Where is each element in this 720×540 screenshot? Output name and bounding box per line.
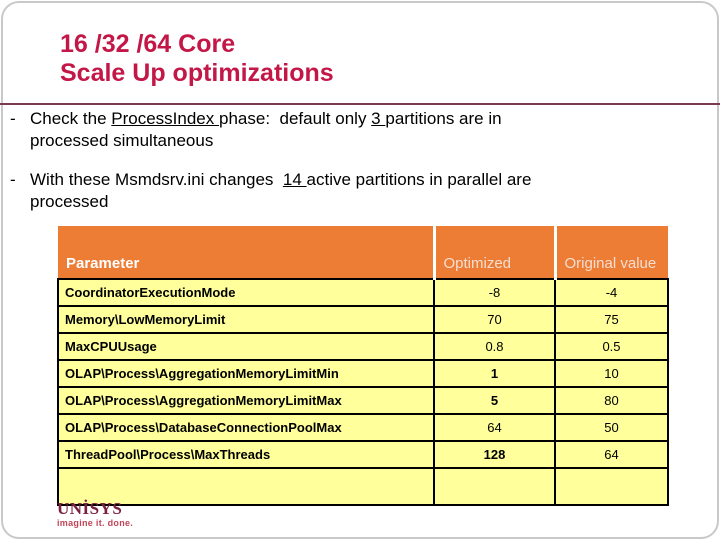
optimized-value-cell: 70 (433, 305, 556, 334)
optimized-value-cell: 1 (433, 359, 556, 388)
table-header-row: Parameter Optimized Original value (58, 226, 668, 280)
parameter-cell (57, 467, 435, 506)
table-row: OLAP\Process\AggregationMemoryLimitMin 1 1… (57, 359, 669, 388)
parameters-table: Parameter Optimized Original value Coord… (57, 226, 669, 506)
bullet-text-line: processed simultaneous (30, 130, 502, 152)
bullet-item: - With these Msmdsrv.ini changes 14 activ… (10, 169, 650, 213)
original-value-cell: 10 (554, 359, 669, 388)
underlined-text: ProcessIndex (111, 109, 219, 128)
plain-text: processed simultaneous (30, 131, 214, 150)
parameter-cell: ThreadPool\Process\MaxThreads (57, 440, 435, 469)
table-row: Memory\LowMemoryLimit 70 75 (57, 305, 669, 334)
optimized-value-cell: 128 (433, 440, 556, 469)
underlined-text: 14 (282, 170, 307, 189)
parameter-cell: OLAP\Process\DatabaseConnectionPoolMax (57, 413, 435, 442)
plain-text: phase: default only (219, 109, 372, 128)
unisys-tagline: imagine it. done. (57, 518, 134, 528)
slide-title-line1: 16 /32 /64 Core (60, 30, 236, 58)
original-value-cell: 64 (554, 440, 669, 469)
bullet-list: - Check the ProcessIndex phase: default o… (10, 108, 650, 230)
plain-text: partitions are in (385, 109, 502, 128)
original-value-cell: 80 (554, 386, 669, 415)
table-row: MaxCPUUsage 0.8 0.5 (57, 332, 669, 361)
unisys-wordmark: UNİSYS (57, 499, 123, 518)
table-row (57, 467, 669, 506)
table-row: ThreadPool\Process\MaxThreads 128 64 (57, 440, 669, 469)
plain-text: Check the (30, 109, 112, 128)
bullet-text-line: processed (30, 191, 531, 213)
parameter-cell: Memory\LowMemoryLimit (57, 305, 435, 334)
header-parameter: Parameter (58, 226, 434, 280)
original-value-cell: 50 (554, 413, 669, 442)
parameter-cell: CoordinatorExecutionMode (57, 278, 435, 307)
optimized-value-cell: 0.8 (433, 332, 556, 361)
optimized-value-cell: 5 (433, 386, 556, 415)
parameter-cell: OLAP\Process\AggregationMemoryLimitMin (57, 359, 435, 388)
bullet-text-line: With these Msmdsrv.ini changes 14 active… (30, 169, 531, 191)
plain-text: processed (30, 192, 109, 211)
parameter-cell: OLAP\Process\AggregationMemoryLimitMax (57, 386, 435, 415)
header-original-value: Original value (553, 226, 668, 280)
bullet-text: With these Msmdsrv.ini changes 14 active… (30, 169, 531, 213)
parameter-cell: MaxCPUUsage (57, 332, 435, 361)
original-value-cell: 75 (554, 305, 669, 334)
bullet-text-line: Check the ProcessIndex phase: default on… (30, 108, 502, 130)
slide-title: 16 /32 /64 Core Scale Up optimizations (60, 30, 334, 88)
plain-text: active partitions in parallel are (306, 170, 532, 189)
bullet-text: Check the ProcessIndex phase: default on… (30, 108, 502, 152)
plain-text: With these Msmdsrv.ini changes (30, 170, 283, 189)
unisys-logo: UNİSYS imagine it. done. (57, 500, 133, 529)
optimized-value-cell: -8 (433, 278, 556, 307)
original-value-cell: 0.5 (554, 332, 669, 361)
title-separator-line (0, 103, 720, 105)
table-row: OLAP\Process\DatabaseConnectionPoolMax 64… (57, 413, 669, 442)
table-row: OLAP\Process\AggregationMemoryLimitMax 5 8… (57, 386, 669, 415)
optimized-value-cell (433, 467, 556, 506)
optimized-value-cell: 64 (433, 413, 556, 442)
original-value-cell: -4 (554, 278, 669, 307)
slide-title-line2: Scale Up optimizations (60, 59, 334, 87)
bullet-item: - Check the ProcessIndex phase: default o… (10, 108, 650, 152)
bullet-dash: - (10, 109, 16, 128)
table-row: CoordinatorExecutionMode -8 -4 (57, 278, 669, 307)
original-value-cell (554, 467, 669, 506)
underlined-text: 3 (371, 109, 386, 128)
header-optimized: Optimized (432, 226, 555, 280)
bullet-dash: - (10, 170, 16, 189)
